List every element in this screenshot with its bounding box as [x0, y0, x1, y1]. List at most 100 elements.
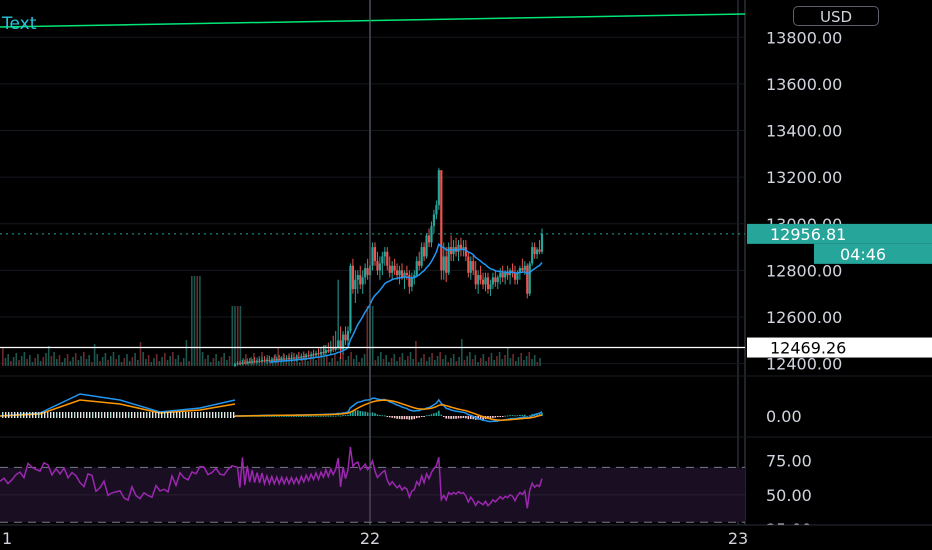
- candle-body: [494, 277, 497, 283]
- candle-body: [378, 263, 382, 271]
- volume-bar: [185, 340, 188, 366]
- volume-bar: [417, 362, 420, 366]
- volume-bar: [180, 362, 182, 366]
- macd-histogram-bar: [524, 414, 526, 416]
- macd-histogram-bar: [415, 416, 418, 419]
- candle: [462, 240, 465, 257]
- macd-histogram-bar: [489, 416, 492, 419]
- macd-histogram-bar: [95, 412, 97, 418]
- volume-bar: [420, 358, 423, 366]
- macd-histogram-bar: [71, 412, 73, 418]
- candle-body: [260, 360, 264, 362]
- macd-histogram-bar: [413, 416, 416, 420]
- volume-bar: [201, 352, 204, 366]
- macd-line: [0, 393, 236, 417]
- volume-bar: [247, 361, 250, 366]
- volume-bar: [269, 362, 271, 366]
- candle: [398, 265, 401, 285]
- macd-histogram-bar: [492, 416, 494, 418]
- volume-bar: [299, 362, 301, 366]
- trend-line-drawing: [0, 13, 746, 28]
- volume-bar: [474, 355, 477, 366]
- volume-bar: [188, 361, 190, 366]
- macd-histogram-bar: [8, 412, 10, 418]
- macd-histogram-bar: [536, 413, 538, 416]
- candle: [440, 170, 443, 280]
- currency-button[interactable]: USD: [793, 6, 879, 26]
- price-axis[interactable]: 13800.0013600.0013400.0013200.0013000.00…: [747, 28, 932, 539]
- volume-bar: [307, 361, 309, 366]
- volume-bar: [174, 359, 177, 366]
- candle: [268, 355, 271, 363]
- candle-body: [349, 265, 352, 332]
- macd-histogram-bar: [420, 416, 423, 417]
- volume-bar: [20, 356, 23, 366]
- candle: [251, 359, 254, 365]
- candle-body: [501, 272, 504, 278]
- candle: [467, 251, 470, 278]
- macd-histogram-bar: [317, 415, 320, 417]
- macd-histogram-bar: [496, 416, 499, 417]
- candle-body: [531, 247, 534, 264]
- volume-bar: [401, 353, 404, 366]
- volume-bar: [215, 354, 217, 366]
- macd-histogram-bar: [173, 412, 175, 418]
- time-axis[interactable]: 1 22 23: [0, 524, 932, 550]
- volume-bar: [12, 357, 15, 366]
- candle-body: [521, 268, 524, 271]
- macd-signal-line: [0, 399, 236, 417]
- candle-body: [477, 275, 480, 285]
- candle-body: [440, 170, 443, 271]
- candle-body: [526, 265, 529, 294]
- volume-bar: [107, 360, 109, 366]
- volume-bar: [228, 356, 231, 366]
- volume-bar: [385, 355, 387, 366]
- volume-bar: [182, 358, 185, 366]
- volume-bar: [336, 361, 339, 366]
- macd-histogram-bar: [268, 415, 271, 417]
- macd-histogram-bar: [504, 415, 506, 417]
- macd-histogram-bar: [47, 412, 49, 418]
- candle-body: [317, 353, 320, 355]
- macd-histogram-bar: [425, 415, 428, 417]
- volume-bar: [493, 360, 495, 366]
- volume-bar: [42, 357, 45, 366]
- countdown-flag-bg: [814, 243, 932, 264]
- candle-body: [246, 361, 249, 364]
- candle-body: [341, 334, 345, 350]
- macd-histogram-bar: [334, 415, 337, 417]
- macd-histogram-bar: [388, 416, 391, 418]
- macd-histogram-bar: [53, 412, 55, 418]
- volume-bar: [50, 356, 53, 366]
- candle: [241, 359, 244, 366]
- candle-body: [329, 348, 332, 352]
- candle-body: [373, 247, 377, 262]
- volume-bar: [223, 353, 225, 366]
- volume-bar: [334, 354, 336, 366]
- candle-body: [327, 350, 330, 352]
- volume-bar: [253, 353, 255, 366]
- macd-histogram-bar: [472, 416, 475, 420]
- macd-histogram-bar: [423, 416, 425, 417]
- macd-histogram-bar: [384, 415, 386, 417]
- candle-body: [305, 355, 308, 358]
- volume-bar: [301, 358, 304, 366]
- volume-bar: [374, 360, 377, 366]
- candle-body: [513, 272, 517, 280]
- horizontal-level-flag: 12469.26: [747, 337, 932, 358]
- candle: [263, 356, 266, 363]
- macd-histogram-bar: [35, 412, 37, 418]
- volume-bar: [528, 352, 531, 366]
- volume-bar: [482, 354, 485, 366]
- volume-bar: [450, 358, 452, 366]
- volume-bar: [525, 356, 528, 366]
- volume-bar: [455, 361, 458, 366]
- macd-histogram-bar: [83, 412, 85, 418]
- volume-bar: [509, 358, 512, 366]
- candle-body: [516, 272, 519, 280]
- macd-histogram-bar: [128, 412, 130, 418]
- candle: [427, 228, 431, 248]
- volume-bar: [166, 360, 169, 366]
- macd-histogram-bar: [538, 413, 541, 416]
